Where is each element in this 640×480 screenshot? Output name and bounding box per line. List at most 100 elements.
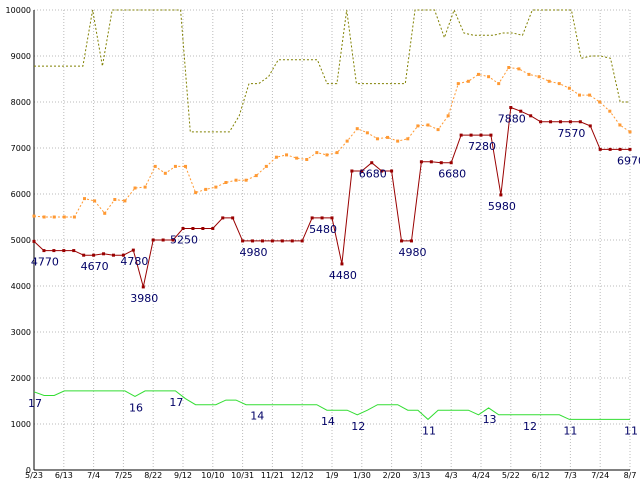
series-point-average [527,72,531,76]
y-tick-label: 3000 [11,328,31,337]
series-point-average [153,164,157,168]
series-point-average [315,151,319,155]
series-point-average [163,171,167,175]
series-point-average [567,86,571,90]
data-label: 12 [523,420,537,433]
series-point-average [365,131,369,135]
x-tick-label: 7/25 [114,471,132,480]
series-point-price [111,253,115,257]
series-point-average [487,75,491,79]
series-point-price [380,169,384,173]
data-label: 14 [250,410,264,423]
y-tick-label: 4000 [11,282,31,291]
series-point-price [350,169,354,173]
series-point-average [557,82,561,86]
series-point-price [499,193,503,197]
series-point-average [184,164,188,168]
x-tick-label: 5/22 [502,471,520,480]
x-tick-label: 8/22 [144,471,162,480]
series-point-average [93,199,97,203]
series-line-upper_band [34,8,630,133]
series-point-price [568,120,572,124]
series-point-price [360,169,364,173]
x-tick-label: 6/13 [55,471,73,480]
x-tick-label: 2/20 [383,471,401,480]
series-point-average [537,75,541,79]
series-point-average [264,164,268,168]
data-label: 5480 [309,223,337,236]
series-point-price [191,227,195,230]
series-point-price [588,124,592,128]
series-point-average [133,186,137,190]
series-point-price [539,120,543,124]
series-point-price [509,106,513,110]
series-point-price [400,239,404,243]
series-point-average [456,82,460,86]
series-point-average [204,187,208,191]
x-tick-label: 8/7 [624,471,637,480]
data-label: 11 [422,424,436,437]
y-tick-label: 10000 [6,6,31,15]
data-label: 12 [351,420,365,433]
data-label: 4770 [31,256,59,269]
series-point-average [608,109,612,113]
y-tick-label: 9000 [11,52,31,61]
series-line-volume [33,390,630,421]
data-label: 17 [169,396,183,409]
series-point-average [618,123,622,127]
series-point-price [549,120,553,124]
series-point-average [406,137,410,141]
series-point-average [274,155,278,159]
series-point-average [547,79,551,83]
series-point-average [194,191,198,195]
series-point-price [519,109,523,113]
x-tick-label: 10/31 [231,471,254,480]
data-label: 4980 [240,246,268,259]
series-point-price [260,239,264,243]
series-point-average [173,164,177,168]
series-point-average [295,156,299,160]
series-point-price [469,133,473,137]
series-point-price [131,248,135,252]
series-point-price [121,253,125,257]
data-label: 7570 [557,127,585,140]
series-point-average [325,153,329,157]
series-point-average [426,123,430,127]
data-label: 5980 [488,200,516,213]
series-point-price [62,249,66,253]
y-tick-label: 0 [26,466,31,475]
y-tick-label: 8000 [11,98,31,107]
series-point-price [340,262,344,266]
series-point-price [92,253,96,257]
series-point-average [507,66,511,69]
series-point-average [103,211,107,215]
series-point-average [517,67,521,71]
series-point-price [370,161,374,165]
series-point-price [409,239,413,243]
series-point-price [201,227,205,230]
data-label: 11 [624,424,638,437]
series-point-average [224,181,228,184]
series-point-average [446,114,450,118]
series-point-average [113,198,117,202]
series-point-price [161,238,165,242]
x-tick-label: 4/3 [445,471,458,480]
series-point-price [270,239,274,243]
x-tick-label: 4/24 [472,471,490,480]
data-label: 16 [129,401,143,414]
series-point-average [598,100,602,104]
x-tick-label: 7/24 [591,471,609,480]
x-tick-label: 7/3 [564,471,577,480]
series-point-average [123,199,127,203]
series-point-price [439,161,443,165]
series-point-price [618,147,622,151]
series-point-average [355,127,359,131]
series-point-price [72,249,76,253]
series-line-average [33,66,631,218]
series-point-price [459,133,463,137]
series-point-average [42,215,46,219]
series-point-price [42,249,46,253]
series-point-price [479,133,483,137]
x-tick-label: 10/10 [201,471,224,480]
